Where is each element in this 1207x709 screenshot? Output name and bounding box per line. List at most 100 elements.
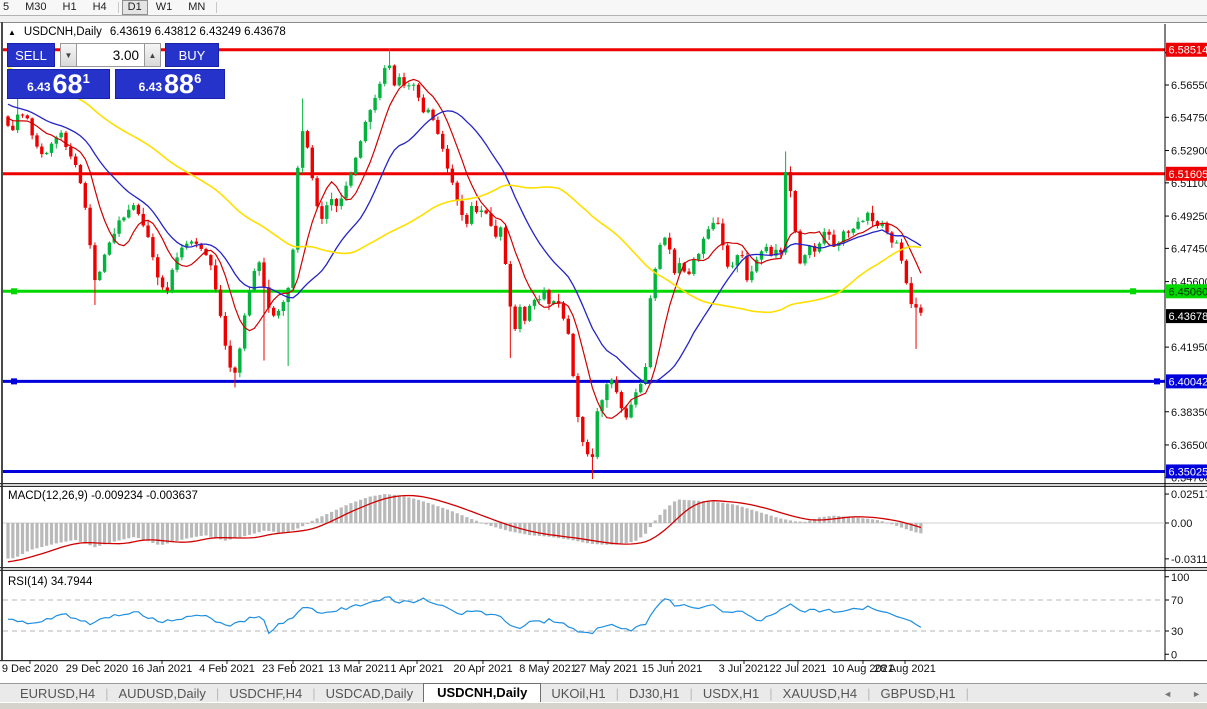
- svg-text:28 Aug 2021: 28 Aug 2021: [874, 663, 936, 675]
- buy-price-base: 6.43: [138, 80, 163, 94]
- svg-text:10 Aug 2021: 10 Aug 2021: [832, 663, 894, 675]
- tab-scroll-arrows: ◄ ►: [1163, 689, 1201, 699]
- price-tag-6.58514: [1166, 42, 1207, 57]
- svg-text:6.47450: 6.47450: [1171, 243, 1207, 255]
- chart-tabs-bar: EURUSD,H4 | AUDUSD,Daily | USDCHF,H4 | USDCAD,…: [0, 683, 1207, 703]
- line-handle[interactable]: [11, 378, 17, 385]
- sell-price-point: 1: [82, 71, 90, 86]
- tab-UKOil-H1[interactable]: UKOil,H1: [551, 686, 606, 701]
- svg-text:6.58514: 6.58514: [1169, 45, 1207, 57]
- tf-button-M30[interactable]: M30: [25, 1, 47, 13]
- tf-button-H4[interactable]: H4: [92, 1, 107, 13]
- price-tag-6.35025: [1166, 464, 1207, 479]
- tab-separator: |: [689, 686, 693, 701]
- tab-separator: |: [867, 686, 871, 701]
- tab-USDCNH-Daily[interactable]: USDCNH,Daily: [423, 683, 542, 703]
- price-tag-6.45060: [1166, 284, 1207, 299]
- sell-price-box[interactable]: 6.43 68 1: [7, 69, 110, 99]
- date-axis[interactable]: 9 Dec 2020 29 Dec 2020 16 Jan 2021 4 Feb 20…: [2, 660, 936, 675]
- tab-separator: |: [965, 686, 970, 701]
- svg-text:6.52900: 6.52900: [1171, 146, 1207, 158]
- volume-increase-button[interactable]: ▲: [144, 43, 161, 67]
- tf-button-W1[interactable]: W1: [155, 1, 173, 13]
- price-tag-6.51605: [1166, 166, 1207, 181]
- svg-text:30: 30: [1171, 626, 1183, 638]
- trade-panel-price-row: 6.43 68 1 6.43 88 6: [7, 69, 228, 99]
- svg-text:0: 0: [1171, 649, 1177, 661]
- line-handle[interactable]: [11, 288, 17, 295]
- candles-layer: [6, 48, 923, 480]
- svg-text:6.40042: 6.40042: [1169, 376, 1207, 388]
- svg-text:20 Apr 2021: 20 Apr 2021: [453, 663, 512, 675]
- sell-price-base: 6.43: [27, 80, 51, 94]
- tab-separator: |: [615, 686, 619, 701]
- tab-USDX-H1[interactable]: USDX,H1: [702, 686, 760, 701]
- svg-text:100: 100: [1171, 572, 1189, 584]
- price-tag-6.43678: [1166, 309, 1207, 324]
- tab-separator: |: [215, 686, 220, 701]
- window-bottom-edge: [0, 702, 1207, 709]
- ma-21-line: [7, 103, 922, 384]
- tf-button-MN[interactable]: MN: [188, 1, 206, 13]
- tabs-scroll-left-icon[interactable]: ◄: [1163, 689, 1173, 699]
- svg-text:-0.031175: -0.031175: [1171, 554, 1207, 566]
- macd-panel[interactable]: [3, 494, 1165, 563]
- svg-text:6.35025: 6.35025: [1169, 466, 1207, 478]
- macd-label: MACD(12,26,9) -0.009234 -0.003637: [8, 490, 198, 502]
- svg-text:9 Dec 2020: 9 Dec 2020: [2, 663, 58, 675]
- tab-separator: |: [105, 686, 109, 701]
- svg-text:6.49250: 6.49250: [1171, 211, 1207, 223]
- tab-DJ30-H1[interactable]: DJ30,H1: [628, 686, 680, 701]
- rsi-panel[interactable]: [3, 596, 1165, 635]
- svg-text:6.56550: 6.56550: [1171, 80, 1207, 92]
- chart-symbol-label: USDCNH,Daily: [23, 26, 102, 38]
- tab-USDCAD-Daily[interactable]: USDCAD,Daily: [325, 686, 414, 701]
- svg-text:4 Feb 2021: 4 Feb 2021: [199, 663, 255, 675]
- svg-text:6.51605: 6.51605: [1169, 169, 1207, 181]
- tabs-scroll-right-icon[interactable]: ►: [1192, 689, 1201, 699]
- svg-text:1 Apr 2021: 1 Apr 2021: [390, 663, 443, 675]
- svg-text:8 May 2021: 8 May 2021: [519, 663, 576, 675]
- collapse-triangle-icon[interactable]: ▲: [8, 27, 16, 37]
- toolbar-separator: [117, 2, 119, 13]
- buy-price-point: 6: [194, 71, 202, 86]
- line-handle[interactable]: [1154, 378, 1160, 385]
- tab-AUDUSD-Daily[interactable]: AUDUSD,Daily: [118, 686, 206, 701]
- tab-XAUUSD-H4[interactable]: XAUUSD,H4: [782, 686, 858, 701]
- sell-button[interactable]: SELL: [7, 43, 55, 67]
- svg-text:27 May 2021: 27 May 2021: [574, 663, 638, 675]
- svg-text:6.43678: 6.43678: [1169, 311, 1207, 323]
- tf-button-H1[interactable]: H1: [62, 1, 77, 13]
- tf-button-D1[interactable]: D1: [121, 0, 148, 15]
- svg-text:6.38350: 6.38350: [1171, 407, 1207, 419]
- svg-text:0.00: 0.00: [1171, 518, 1192, 530]
- svg-text:6.41950: 6.41950: [1171, 342, 1207, 354]
- tf-button-5[interactable]: 5: [3, 1, 10, 13]
- price-tag-6.40042: [1166, 374, 1207, 389]
- svg-text:15 Jun 2021: 15 Jun 2021: [642, 663, 703, 675]
- trade-panel-top-row: SELL ▼ ▲ BUY: [7, 43, 228, 67]
- svg-text:23 Feb 2021: 23 Feb 2021: [262, 663, 324, 675]
- price-axis[interactable]: 6.583506.565506.547506.529006.511006.492…: [1165, 42, 1207, 485]
- chart-ohlc-quotes: 6.43619 6.43812 6.43249 6.43678: [109, 26, 286, 38]
- buy-price-box[interactable]: 6.43 88 6: [115, 69, 225, 99]
- volume-input[interactable]: [77, 43, 144, 67]
- rsi-label: RSI(14) 34.7944: [8, 576, 93, 588]
- tab-separator: |: [769, 686, 773, 701]
- tab-GBPUSD-H1[interactable]: GBPUSD,H1: [880, 686, 956, 701]
- volume-decrease-button[interactable]: ▼: [60, 43, 77, 67]
- buy-price-pips: 88: [164, 69, 195, 99]
- timeframe-toolbar: 5 M30 H1 H4 D1 W1 MN: [0, 0, 1207, 16]
- buy-button[interactable]: BUY: [165, 43, 219, 67]
- svg-text:6.36500: 6.36500: [1171, 440, 1207, 452]
- tab-EURUSD-H4[interactable]: EURUSD,H4: [20, 686, 96, 701]
- chart-title: ▲ USDCNH,Daily 6.43619 6.43812 6.43249 6…: [8, 26, 286, 38]
- svg-text:13 Mar 2021: 13 Mar 2021: [328, 663, 390, 675]
- tab-USDCHF-H4[interactable]: USDCHF,H4: [229, 686, 303, 701]
- svg-text:0.02517: 0.02517: [1171, 489, 1207, 501]
- line-handle[interactable]: [1130, 288, 1136, 295]
- svg-text:29 Dec 2020: 29 Dec 2020: [66, 663, 128, 675]
